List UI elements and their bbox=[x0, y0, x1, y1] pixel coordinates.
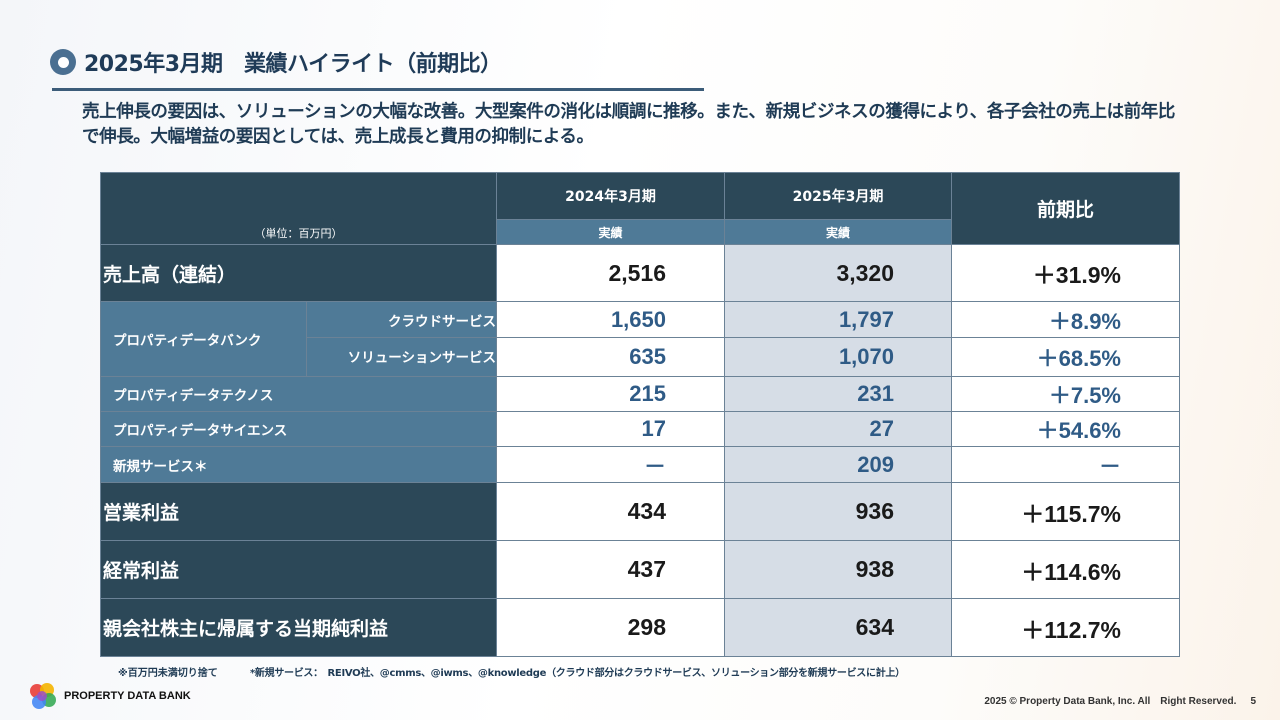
row-group-property-data-bank: プロパティデータバンク bbox=[100, 302, 307, 377]
flower-logo-icon bbox=[30, 683, 56, 709]
subheader-2024: 実績 bbox=[497, 220, 725, 245]
unit-label: （単位：百万円） bbox=[254, 227, 343, 240]
cell-2025-science: 27 bbox=[725, 412, 952, 447]
cell-2024-solution-service: 635 bbox=[497, 338, 725, 377]
cell-2024-ordinary-profit: 437 bbox=[497, 541, 725, 599]
cell-change-new-services: － bbox=[952, 447, 1180, 483]
cell-2024-new-services: － bbox=[497, 447, 725, 483]
cell-2025-ordinary-profit: 938 bbox=[725, 541, 952, 599]
cell-change-science: ＋54.6% bbox=[952, 412, 1180, 447]
cell-2024-operating-profit: 434 bbox=[497, 483, 725, 541]
cell-2024-cloud-service: 1,650 bbox=[497, 302, 725, 338]
page-number: 5 bbox=[1250, 696, 1256, 707]
row-label-new-services: 新規サービス＊ bbox=[100, 447, 497, 483]
cell-change-cloud-service: ＋8.9% bbox=[952, 302, 1180, 338]
cell-change-net-income: ＋112.7% bbox=[952, 599, 1180, 657]
solution-service-label: ソリューションサービス bbox=[347, 350, 496, 366]
footer: 2025 © Property Data Bank, Inc. All Righ… bbox=[984, 692, 1256, 707]
cell-change-net-sales: ＋31.9% bbox=[952, 245, 1180, 302]
cell-2025-technos: 231 bbox=[725, 377, 952, 412]
header-change: 前期比 bbox=[952, 172, 1180, 245]
title-bullet-icon bbox=[50, 49, 76, 75]
company-logo: PROPERTY DATA BANK bbox=[26, 680, 191, 712]
subheader-2025: 実績 bbox=[725, 220, 952, 245]
cell-2025-cloud-service: 1,797 bbox=[725, 302, 952, 338]
cell-2025-operating-profit: 936 bbox=[725, 483, 952, 541]
cell-change-operating-profit: ＋115.7% bbox=[952, 483, 1180, 541]
row-label-science: プロパティデータサイエンス bbox=[100, 412, 497, 447]
company-name: PROPERTY DATA BANK bbox=[64, 690, 191, 702]
rounding-note: ※百万円未満切り捨て bbox=[118, 668, 218, 679]
summary-text: 売上伸長の要因は、ソリューションの大幅な改善。大型案件の消化は順調に推移。また、… bbox=[82, 102, 1175, 147]
row-label-solution-service: ソリューションサービス bbox=[307, 338, 497, 377]
cell-2025-solution-service: 1,070 bbox=[725, 338, 952, 377]
results-table: （単位：百万円） 2024年3月期 2025年3月期 前期比 実績 実績 売上高… bbox=[100, 172, 1180, 657]
cell-2025-net-income: 634 bbox=[725, 599, 952, 657]
copyright-text: 2025 © Property Data Bank, Inc. All Righ… bbox=[984, 696, 1237, 707]
cloud-service-label: クラウドサービス bbox=[388, 314, 496, 330]
cell-2024-technos: 215 bbox=[497, 377, 725, 412]
row-label-cloud-service: クラウドサービス bbox=[307, 302, 497, 338]
title-underline bbox=[52, 88, 704, 91]
header-2025: 2025年3月期 bbox=[725, 172, 952, 220]
cell-2025-net-sales: 3,320 bbox=[725, 245, 952, 302]
cell-2025-new-services: 209 bbox=[725, 447, 952, 483]
header-2024: 2024年3月期 bbox=[497, 172, 725, 220]
cell-change-technos: ＋7.5% bbox=[952, 377, 1180, 412]
row-label-technos: プロパティデータテクノス bbox=[100, 377, 497, 412]
cell-change-solution-service: ＋68.5% bbox=[952, 338, 1180, 377]
cell-2024-net-sales: 2,516 bbox=[497, 245, 725, 302]
page-title: 2025年3月期 業績ハイライト（前期比） bbox=[84, 52, 502, 77]
table-header-unit-cell: （単位：百万円） bbox=[100, 172, 497, 245]
new-services-note: *新規サービス： REIVO社、@cmms、@iwms、@knowledge（ク… bbox=[250, 668, 905, 679]
row-label-ordinary-profit: 経常利益 bbox=[100, 541, 497, 599]
row-label-net-income: 親会社株主に帰属する当期純利益 bbox=[100, 599, 497, 657]
row-label-net-sales: 売上高（連結） bbox=[100, 245, 497, 302]
cell-change-ordinary-profit: ＋114.6% bbox=[952, 541, 1180, 599]
cell-2024-net-income: 298 bbox=[497, 599, 725, 657]
title-row: 2025年3月期 業績ハイライト（前期比） bbox=[50, 46, 502, 78]
row-label-operating-profit: 営業利益 bbox=[100, 483, 497, 541]
cell-2024-science: 17 bbox=[497, 412, 725, 447]
